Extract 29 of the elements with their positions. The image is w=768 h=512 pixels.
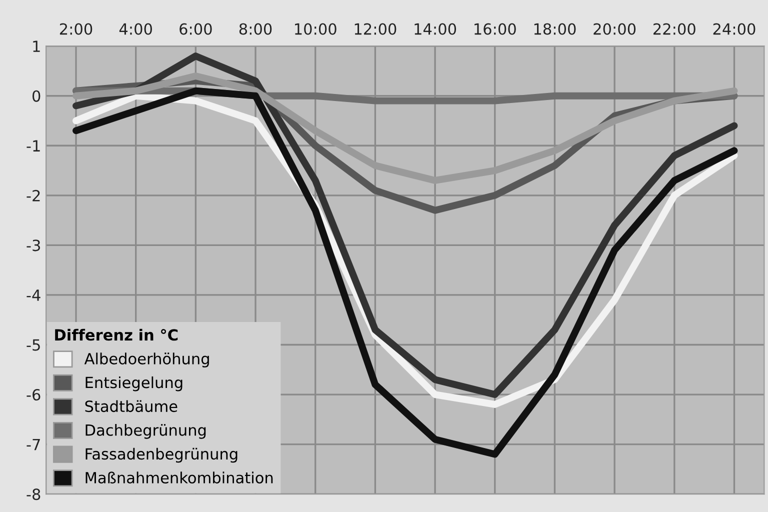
y-tick-label: -7	[26, 438, 40, 450]
x-tick-label: 2:00	[60, 23, 92, 35]
y-tick-label: -6	[26, 388, 40, 401]
legend-label: Entsiegelung	[86, 376, 182, 392]
y-tick-label: 1	[33, 40, 40, 52]
x-tick-label: 6:00	[180, 23, 212, 35]
x-tick-label: 14:00	[414, 23, 456, 35]
x-tick-label: 8:00	[239, 23, 272, 35]
y-tick-label: -1	[26, 140, 40, 152]
legend-label: Fassadenbegrünung	[86, 448, 238, 463]
legend-label: Maßnahmenkombination	[86, 472, 273, 484]
x-tick-label: 4:00	[119, 23, 152, 35]
y-tick-label: -3	[26, 240, 40, 252]
y-tick-label: -4	[26, 290, 40, 301]
x-tick-label: 10:00	[295, 23, 336, 35]
x-tick-label: 24:00	[713, 23, 756, 35]
legend-title: Differenz in °C	[55, 328, 178, 341]
legend-label: Albedoerhöhung	[84, 352, 209, 368]
y-tick-label: 0	[32, 90, 40, 102]
y-tick-label: -2	[26, 190, 40, 202]
y-tick-label: -5	[26, 339, 40, 351]
x-tick-label: 12:00	[354, 23, 396, 35]
legend-label: Stadtbäume	[85, 400, 178, 412]
y-tick-label: -8	[26, 488, 40, 500]
x-tick-label: 16:00	[474, 23, 516, 35]
x-tick-label: 20:00	[594, 23, 636, 35]
legend-label: Dachbegrünung	[86, 424, 206, 439]
x-tick-label: 22:00	[654, 23, 696, 35]
x-tick-label: 18:00	[534, 23, 576, 35]
